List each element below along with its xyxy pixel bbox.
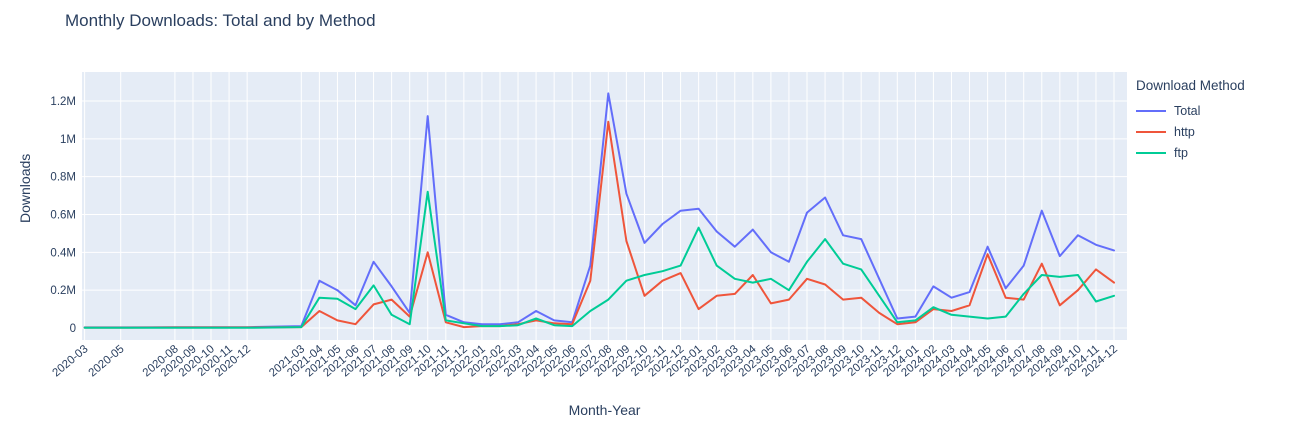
y-tick-label: 1M xyxy=(60,134,76,146)
y-tick-label: 0.8M xyxy=(50,172,76,184)
x-axis-title: Month-Year xyxy=(568,402,641,418)
series-line-http[interactable] xyxy=(83,120,1115,329)
legend-title: Download Method xyxy=(1136,78,1245,93)
y-tick-label: 1.2M xyxy=(50,96,76,108)
legend-item-http[interactable]: http xyxy=(1136,121,1245,142)
x-tick-label: 2020-03 xyxy=(50,343,90,379)
legend: Download Method Total http ftp xyxy=(1136,78,1245,163)
y-tick-label: 0.4M xyxy=(50,247,76,259)
y-axis-title: Downloads xyxy=(17,153,33,223)
legend-item-ftp[interactable]: ftp xyxy=(1136,142,1245,163)
legend-items: Total http ftp xyxy=(1136,100,1245,163)
legend-swatch-http xyxy=(1136,130,1166,133)
legend-swatch-ftp xyxy=(1136,151,1166,154)
series-line-total[interactable] xyxy=(83,92,1115,329)
legend-swatch-total xyxy=(1136,109,1166,112)
plot-area[interactable] xyxy=(82,72,1127,340)
chart-title: Monthly Downloads: Total and by Method xyxy=(65,11,376,30)
series-line-ftp[interactable] xyxy=(83,190,1115,329)
legend-label: ftp xyxy=(1174,145,1188,160)
x-tick-label: 2020-05 xyxy=(87,343,127,379)
legend-label: http xyxy=(1174,124,1195,139)
legend-label: Total xyxy=(1174,103,1201,118)
legend-item-total[interactable]: Total xyxy=(1136,100,1245,121)
y-tick-label: 0.2M xyxy=(50,285,76,297)
y-tick-label: 0.6M xyxy=(50,209,76,221)
y-tick-label: 0 xyxy=(70,323,76,335)
